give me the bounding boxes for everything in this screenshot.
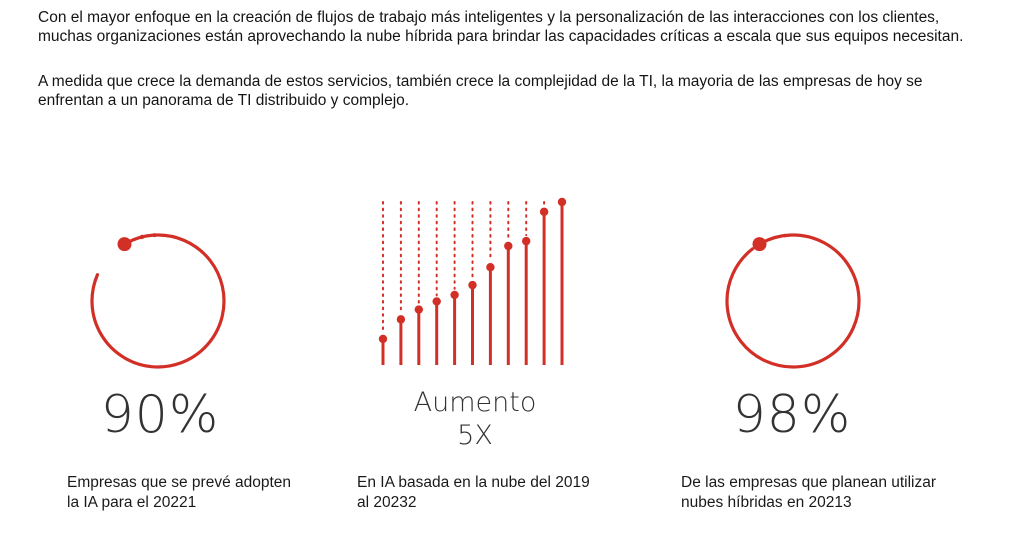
ring-90-start-dot [117, 237, 132, 252]
growth-bar-dot-2 [414, 305, 423, 314]
stat-caption-ai-adoption: Empresas que se prevé adopten la IA para… [67, 474, 292, 511]
growth-bar-dot-0 [378, 334, 388, 344]
ring-98-start-dot [752, 237, 767, 252]
growth-bar-dot-6 [486, 263, 495, 272]
ring-90-trail-dot-0 [139, 234, 145, 240]
stat-value-aumento: Aumento [413, 387, 537, 418]
growth-bar-dot-7 [504, 241, 513, 251]
ring-98-icon [725, 233, 861, 369]
growth-bar-dot-5 [468, 280, 477, 290]
growth-bars-icon [378, 195, 567, 365]
intro-paragraph-2: A medida que crece la demanda de estos s… [38, 73, 923, 109]
growth-bar-dot-9 [539, 207, 549, 216]
intro-text: Con el mayor enfoque en la creación de f… [38, 8, 978, 136]
growth-bar-dot-4 [450, 290, 459, 300]
stat-caption-cloud-ai-growth: En IA basada en la nube del 2019 al 2023… [357, 474, 590, 511]
growth-bar-dot-8 [522, 236, 531, 246]
stat-value-98: 98% [732, 385, 852, 445]
growth-bar-dot-1 [396, 315, 406, 324]
growth-bar-dot-3 [432, 297, 441, 306]
intro-paragraph-1: Con el mayor enfoque en la creación de f… [38, 9, 964, 45]
stat-value-90: 90% [100, 385, 220, 445]
ring-90-arc [90, 233, 226, 369]
ring-98-arc [725, 233, 861, 369]
ring-98-trail-dot-0 [783, 233, 787, 238]
stat-caption-hybrid-cloud: De las empresas que planean utilizar nub… [681, 474, 937, 511]
ring-90-icon [90, 233, 226, 369]
ring-90-trail-dot-1 [152, 233, 157, 238]
growth-bar-dot-10 [557, 197, 567, 207]
stat-value-5x: 5X [457, 420, 493, 451]
